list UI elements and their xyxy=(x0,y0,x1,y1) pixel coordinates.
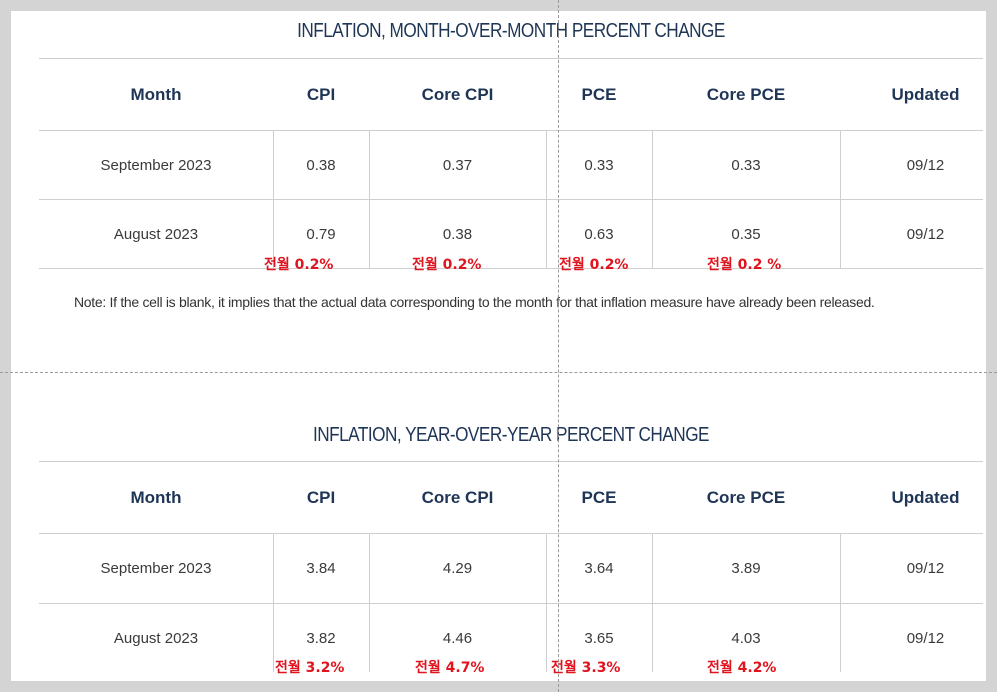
divider xyxy=(39,461,983,462)
annotation-pce: 전월 0.2% xyxy=(559,257,629,273)
header-core-pce: Core PCE xyxy=(706,488,786,507)
header-cpi: CPI xyxy=(306,85,336,104)
header-pce: PCE xyxy=(581,85,617,104)
table-note: Note: If the cell is blank, it implies t… xyxy=(74,294,875,310)
table-cell: 0.38 xyxy=(442,225,473,243)
table-cell: 3.84 xyxy=(306,560,336,577)
header-cpi: CPI xyxy=(306,488,336,507)
column-divider xyxy=(369,131,370,268)
table-cell: 3.65 xyxy=(584,629,614,647)
divider xyxy=(39,58,983,59)
table-cell: 09/12 xyxy=(906,225,945,243)
annotation-core-pce: 전월 0.2 % xyxy=(707,257,782,273)
header-core-pce: Core PCE xyxy=(706,85,786,104)
table-cell: 3.82 xyxy=(306,629,336,647)
column-divider xyxy=(546,534,547,672)
column-divider xyxy=(652,131,653,268)
table-cell: 0.79 xyxy=(306,225,336,243)
table-cell: August 2023 xyxy=(113,225,199,243)
mom-section: INFLATION, MONTH-OVER-MONTH PERCENT CHAN… xyxy=(39,0,983,372)
mom-title: INFLATION, MONTH-OVER-MONTH PERCENT CHAN… xyxy=(297,20,725,42)
header-month: Month xyxy=(130,488,182,507)
annotation-pce: 전월 3.3% xyxy=(551,660,621,676)
header-core-cpi: Core CPI xyxy=(421,85,494,104)
header-pce: PCE xyxy=(581,488,617,507)
annotation-core-pce: 전월 4.2% xyxy=(707,660,777,676)
divider xyxy=(39,199,983,200)
divider xyxy=(39,268,983,269)
table-cell: 3.64 xyxy=(584,560,614,577)
table-cell: 4.46 xyxy=(442,629,473,647)
document-page xyxy=(11,11,986,681)
header-month: Month xyxy=(130,85,182,104)
selection-guide-horizontal xyxy=(0,372,997,373)
divider xyxy=(39,603,983,604)
table-cell: 0.33 xyxy=(731,156,761,174)
table-cell: 09/12 xyxy=(906,156,945,174)
header-updated: Updated xyxy=(891,85,960,104)
annotation-core-cpi: 전월 4.7% xyxy=(415,660,485,676)
column-divider xyxy=(546,131,547,268)
table-cell: 09/12 xyxy=(906,629,945,647)
yoy-title: INFLATION, YEAR-OVER-YEAR PERCENT CHANGE xyxy=(312,424,710,446)
table-cell: 4.29 xyxy=(442,560,473,577)
table-cell: 0.37 xyxy=(442,156,473,174)
divider xyxy=(39,533,983,534)
yoy-section: INFLATION, YEAR-OVER-YEAR PERCENT CHANGE… xyxy=(39,400,983,692)
header-updated: Updated xyxy=(891,488,960,507)
table-cell: 0.38 xyxy=(306,156,336,174)
column-divider xyxy=(273,534,274,672)
divider xyxy=(39,130,983,131)
table-cell: 4.03 xyxy=(731,629,761,647)
column-divider xyxy=(369,534,370,672)
header-core-cpi: Core CPI xyxy=(421,488,494,507)
selection-guide-vertical xyxy=(558,0,559,692)
annotation-core-cpi: 전월 0.2% xyxy=(412,257,482,273)
table-cell: 0.35 xyxy=(731,225,761,243)
table-cell: September 2023 xyxy=(100,156,212,174)
annotation-cpi: 전월 0.2% xyxy=(264,257,334,273)
column-divider xyxy=(273,131,274,268)
table-cell: 0.33 xyxy=(584,156,614,174)
annotation-cpi: 전월 3.2% xyxy=(275,660,345,676)
table-cell: September 2023 xyxy=(100,560,212,577)
column-divider xyxy=(840,131,841,268)
column-divider xyxy=(840,534,841,672)
table-cell: 3.89 xyxy=(731,560,761,577)
table-cell: August 2023 xyxy=(113,629,199,647)
table-cell: 09/12 xyxy=(906,560,945,577)
table-cell: 0.63 xyxy=(584,225,614,243)
column-divider xyxy=(652,534,653,672)
